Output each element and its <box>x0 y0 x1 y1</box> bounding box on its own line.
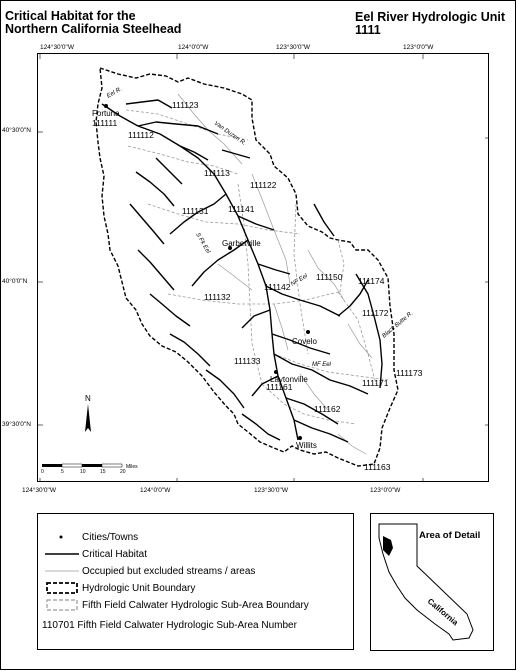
subarea-number: 111171 <box>362 378 389 388</box>
inset-title: Area of Detail <box>419 530 481 541</box>
subarea-number: 111123 <box>172 100 199 110</box>
legend-label: Critical Habitat <box>82 548 148 560</box>
subarea-number: 111162 <box>314 404 341 414</box>
legend-item-towns: Cities/Towns <box>44 530 138 544</box>
subarea-number: 111163 <box>364 462 391 472</box>
light-dashed-box-icon <box>44 599 80 611</box>
legend-item-subarea-boundary: Fifth Field Calwater Hydrologic Sub-Area… <box>44 598 309 612</box>
lat-tick-left: 40°30'0"N <box>2 127 31 134</box>
town-label: Garberville <box>222 239 261 248</box>
subarea-number: 111131 <box>182 206 209 216</box>
subarea-number: 111173 <box>396 368 423 378</box>
subarea-number: 111161 <box>266 382 293 392</box>
subarea-number: 111172 <box>362 308 389 318</box>
town-label: Laytonville <box>270 375 308 384</box>
lon-tick-top: 123°30'0"W <box>276 44 310 51</box>
subarea-number: 111113 <box>204 168 230 178</box>
legend-label: Occupied but excluded streams / areas <box>82 565 256 577</box>
lat-tick-left: 40°0'0"N <box>2 278 28 285</box>
lon-tick-top: 124°0'0"W <box>178 44 209 51</box>
subarea-number: 111132 <box>204 292 231 302</box>
river-label: S Fk Eel <box>194 232 211 255</box>
lon-tick-top: 123°0'0"W <box>403 44 434 51</box>
dashed-box-icon <box>44 582 80 594</box>
lon-tick-bottom: 124°30'0"W <box>22 487 56 494</box>
scale-tick: 0 <box>41 469 44 475</box>
scale-tick: 15 <box>100 469 106 475</box>
town-label: Willits <box>296 441 317 450</box>
subarea-number: 111111 <box>92 118 117 128</box>
lon-tick-bottom: 124°0'0"W <box>140 487 171 494</box>
legend-item-hu-boundary: Hydrologic Unit Boundary <box>44 581 195 595</box>
legend-item-subarea-number: 110701 Fifth Field Calwater Hydrologic S… <box>42 618 297 632</box>
subarea-number: 111112 <box>128 130 154 140</box>
town-label: Covelo <box>292 337 317 346</box>
north-arrow-label: N <box>85 394 91 403</box>
lon-tick-bottom: 123°0'0"W <box>370 487 401 494</box>
subarea-number: 111174 <box>358 276 385 286</box>
map-title: Critical Habitat for the Northern Califo… <box>5 9 182 36</box>
legend-label: Cities/Towns <box>82 531 139 543</box>
river-label: NF Eel <box>290 273 309 288</box>
watershed-map: Fortuna Garberville Covelo Laytonville W… <box>38 54 488 481</box>
legend-item-excluded: Occupied but excluded streams / areas <box>44 564 255 578</box>
bold-line-icon <box>44 548 80 560</box>
hydrologic-unit-boundary <box>95 66 399 467</box>
town-marker <box>274 370 278 374</box>
town-marker <box>298 436 302 440</box>
scale-tick: 5 <box>61 469 64 475</box>
town-marker <box>228 246 232 250</box>
lat-tick-left: 39°30'0"N <box>2 421 31 428</box>
legend-label: Fifth Field Calwater Hydrologic Sub-Area… <box>82 599 309 611</box>
light-line-icon <box>44 565 80 577</box>
detail-area-highlight <box>383 536 393 556</box>
north-arrow: N <box>85 394 91 432</box>
river-label: Eel R. <box>106 86 123 99</box>
legend: Cities/Towns Critical Habitat Occupied b… <box>37 513 354 650</box>
town-label: Fortuna <box>92 109 120 118</box>
subarea-number: 111150 <box>316 272 343 282</box>
river-label: MF Eel <box>312 362 332 368</box>
scale-unit: Miles <box>126 464 138 470</box>
lon-tick-bottom: 123°30'0"W <box>254 487 288 494</box>
subarea-number: 111133 <box>234 356 261 366</box>
town-marker <box>306 330 310 334</box>
town-marker <box>104 104 108 108</box>
scale-bar: 0 5 10 15 20 Miles <box>41 463 138 475</box>
lon-tick-top: 124°30'0"W <box>40 44 74 51</box>
area-of-detail-inset: Area of Detail California <box>370 513 494 651</box>
map-frame: Fortuna Garberville Covelo Laytonville W… <box>37 53 489 482</box>
town-symbol-icon <box>44 531 80 543</box>
legend-item-critical-habitat: Critical Habitat <box>44 547 147 561</box>
scale-tick: 10 <box>80 469 86 475</box>
legend-label: 110701 Fifth Field Calwater Hydrologic S… <box>42 619 297 631</box>
subarea-number: 111142 <box>264 282 291 292</box>
legend-label: Hydrologic Unit Boundary <box>82 582 196 594</box>
subarea-number: 111141 <box>228 204 255 214</box>
subarea-number: 111122 <box>250 180 277 190</box>
hydrologic-unit-title: Eel River Hydrologic Unit 1111 <box>355 10 506 37</box>
california-outline: California <box>378 523 474 641</box>
scale-tick: 20 <box>120 469 126 475</box>
